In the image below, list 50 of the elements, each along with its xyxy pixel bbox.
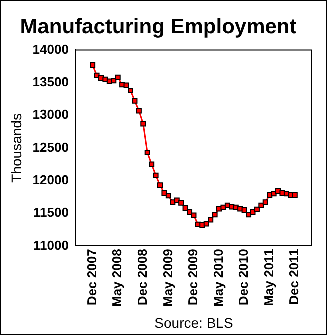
point bbox=[212, 212, 218, 218]
point bbox=[204, 221, 210, 227]
chart-title: Manufacturing Employment bbox=[20, 15, 297, 38]
point bbox=[157, 182, 164, 188]
y-tick-label: 11500 bbox=[34, 205, 69, 220]
point bbox=[124, 82, 130, 88]
x-tick-label: May 2009 bbox=[160, 249, 176, 308]
y-tick-label: 11000 bbox=[34, 238, 69, 253]
x-tick-label: Dec 2011 bbox=[286, 249, 302, 305]
point bbox=[191, 212, 197, 218]
point bbox=[258, 202, 264, 208]
x-tick-label: May 2011 bbox=[261, 249, 276, 306]
point bbox=[136, 108, 142, 114]
point bbox=[250, 209, 256, 215]
point bbox=[140, 121, 146, 127]
y-tick-label: 13000 bbox=[32, 107, 69, 122]
point bbox=[174, 198, 180, 204]
point bbox=[262, 200, 268, 206]
x-tick-label: May 2010 bbox=[210, 249, 226, 308]
x-tick-label: Dec 2010 bbox=[236, 249, 252, 306]
point bbox=[115, 74, 121, 80]
point bbox=[149, 162, 155, 168]
point bbox=[132, 98, 138, 104]
point bbox=[220, 204, 226, 210]
y-tick-label: 13500 bbox=[32, 74, 69, 90]
point bbox=[242, 207, 248, 214]
y-tick-label: 12500 bbox=[32, 140, 69, 155]
x-tick-label: Dec 2009 bbox=[186, 249, 201, 306]
point bbox=[111, 78, 117, 84]
point bbox=[144, 150, 150, 156]
point bbox=[90, 62, 96, 68]
point bbox=[153, 172, 159, 178]
point bbox=[166, 193, 172, 199]
y-tick-label: 12000 bbox=[32, 172, 69, 188]
source-note: Source: BLS bbox=[154, 315, 234, 331]
point bbox=[178, 200, 184, 206]
y-axis-title: Thousands bbox=[8, 114, 24, 183]
x-tick-label: Dec 2007 bbox=[84, 249, 100, 306]
x-tick-label: May 2008 bbox=[110, 249, 125, 308]
point bbox=[254, 206, 260, 212]
y-tick-label: 14000 bbox=[32, 42, 69, 57]
point bbox=[162, 190, 168, 196]
point bbox=[170, 200, 176, 206]
point bbox=[208, 217, 214, 223]
point bbox=[128, 88, 134, 94]
point bbox=[182, 206, 188, 212]
point bbox=[102, 76, 108, 82]
point bbox=[186, 209, 193, 215]
x-tick-label: Dec 2008 bbox=[134, 249, 150, 306]
point bbox=[292, 192, 298, 198]
